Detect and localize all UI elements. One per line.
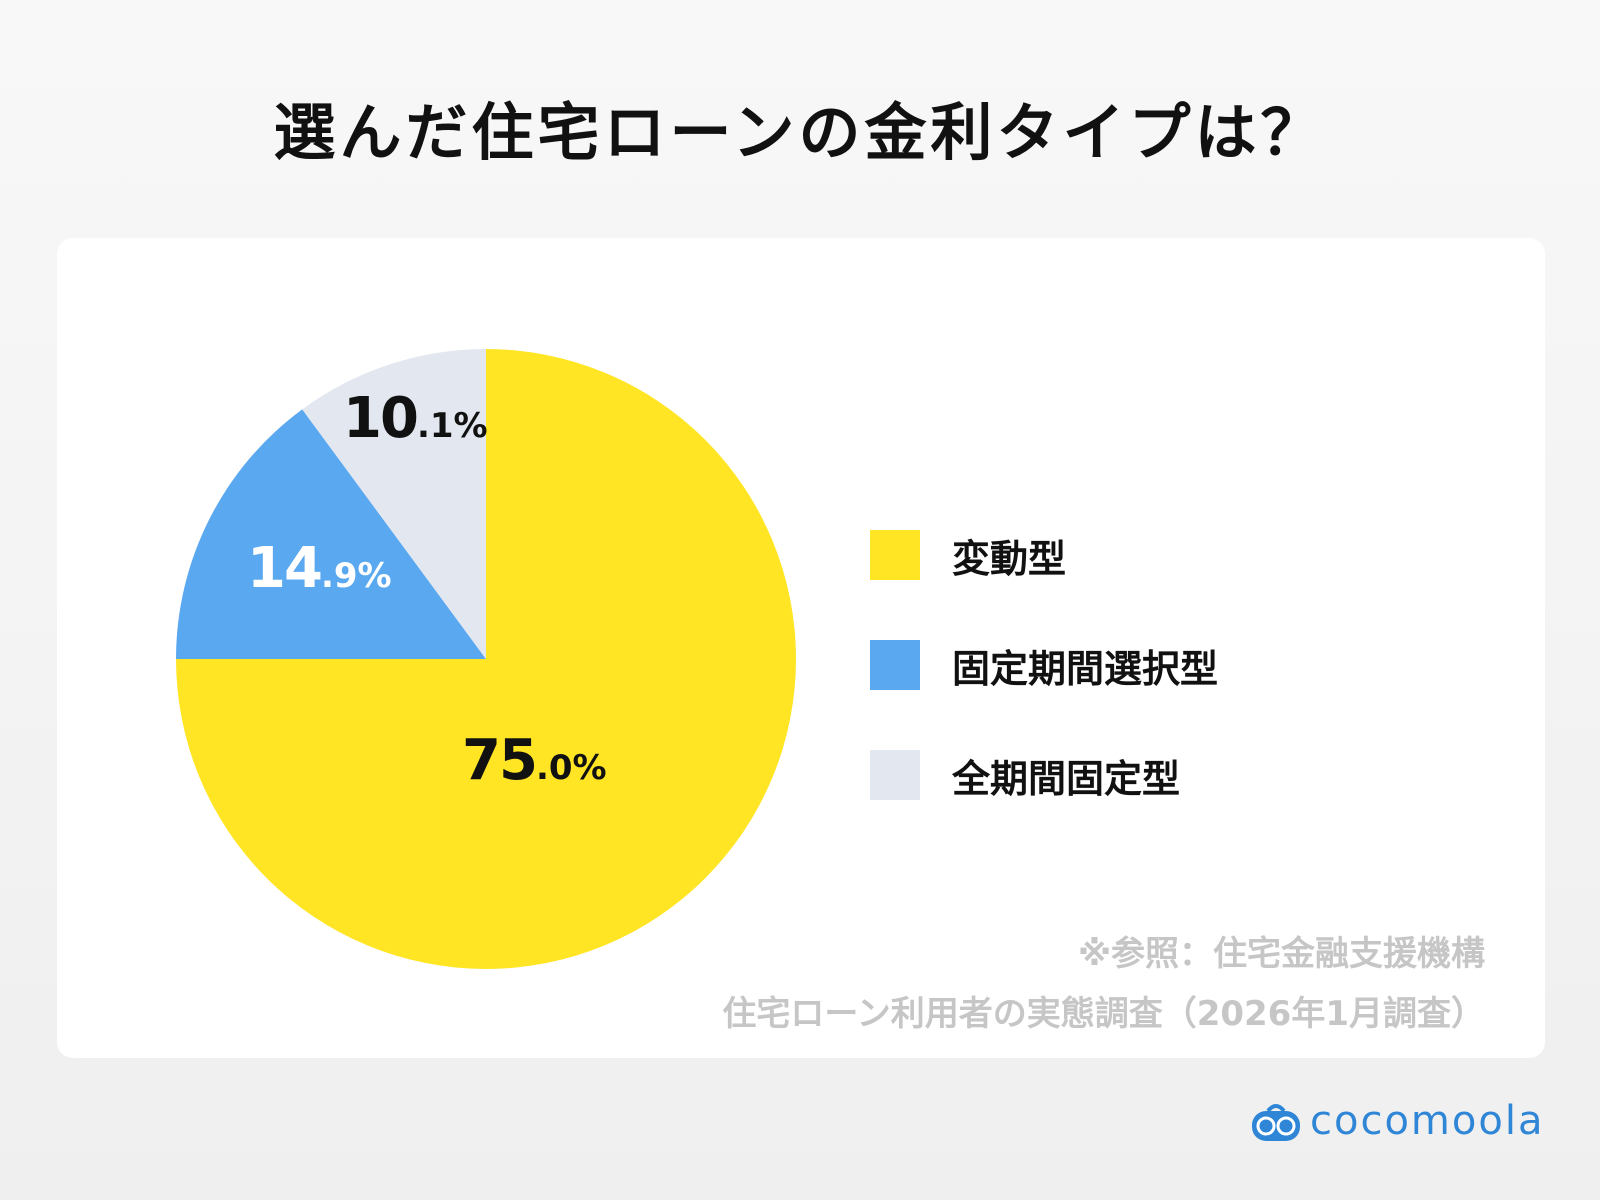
chart-card: 10.1% 14.9% 75.0% 変動型 固定期間選択型 全期間固定型 ※参照… [57, 238, 1545, 1058]
chart-title: 選んだ住宅ローンの金利タイプは？ [273, 96, 1327, 169]
source-line-2: 住宅ローン利用者の実態調査（2026年1月調査） [722, 994, 1485, 1034]
legend-swatch-blue [870, 640, 920, 690]
logo-icon [1252, 1104, 1300, 1141]
pie-slice-fixed-period [176, 409, 486, 659]
label-fully-fixed: 10.1% [343, 386, 488, 451]
legend-item-fully-fixed: 全期間固定型 [870, 720, 1218, 830]
pie-slice-fully-fixed [302, 349, 486, 659]
brand-name: cocomoola [1310, 1098, 1545, 1144]
label-fixed-period: 14.9% [247, 536, 392, 601]
legend-swatch-grey [870, 750, 920, 800]
label-variable: 75.0% [462, 728, 607, 793]
legend-item-variable: 変動型 [870, 500, 1218, 610]
legend-item-fixed-period: 固定期間選択型 [870, 610, 1218, 720]
source-line-1: ※参照：住宅金融支援機構 [1077, 934, 1485, 974]
pie-chart [176, 349, 796, 969]
brand-logo: cocomoola [1250, 1098, 1544, 1144]
legend: 変動型 固定期間選択型 全期間固定型 [870, 500, 1218, 830]
legend-swatch-yellow [870, 530, 920, 580]
